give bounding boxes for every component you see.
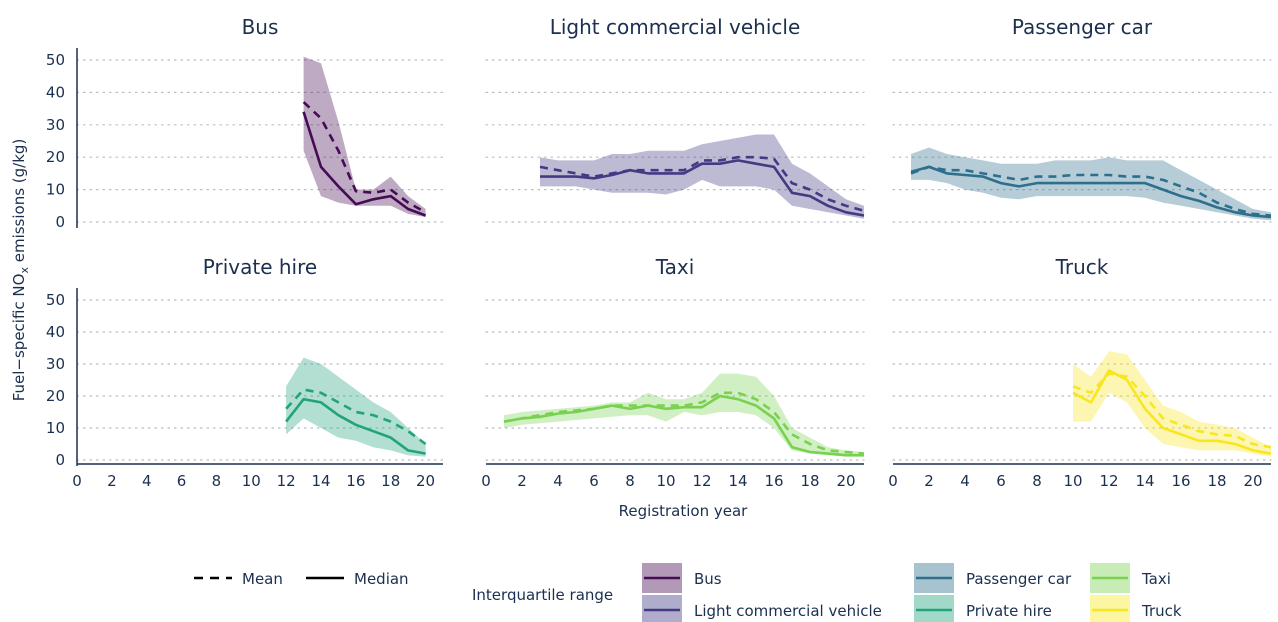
median-line bbox=[540, 159, 865, 217]
iqr-band bbox=[1073, 351, 1271, 457]
legend-item-passenger-car: Passenger car bbox=[914, 563, 1072, 593]
legend-mean-label: Mean bbox=[242, 570, 283, 588]
y-tick-label: 0 bbox=[55, 213, 65, 231]
legend: Mean Median Interquartile range Bus Light… bbox=[194, 563, 1182, 622]
x-tick-label: 14 bbox=[1135, 472, 1154, 490]
x-tick-label: 4 bbox=[960, 472, 970, 490]
legend-item-label: Taxi bbox=[1141, 570, 1171, 588]
panel-bus: Bus 0 10 20 30 40 50 bbox=[46, 15, 444, 231]
x-tick-label: 18 bbox=[1207, 472, 1226, 490]
median-line bbox=[1072, 369, 1272, 455]
median-line bbox=[503, 394, 864, 457]
x-tick-label: 2 bbox=[924, 472, 934, 490]
x-tick-label: 0 bbox=[481, 472, 491, 490]
y-axis-title: Fuel−specific NOx emissions (g/kg) bbox=[10, 139, 31, 402]
x-tick-label: 8 bbox=[212, 472, 222, 490]
legend-item-light-commercial-vehicle: Light commercial vehicle bbox=[642, 595, 882, 622]
iqr-band bbox=[286, 357, 426, 457]
legend-median-label: Median bbox=[354, 570, 409, 588]
median-line bbox=[910, 165, 1272, 219]
mean-line bbox=[1072, 372, 1272, 449]
legend-item-bus: Bus bbox=[642, 563, 722, 593]
panel-private-hire: Private hire 0 10 20 30 40 50 0 2 4 6 8 10 12 14 16 18 20 bbox=[46, 255, 444, 490]
panel-title: Truck bbox=[1055, 255, 1109, 279]
x-tick-label: 18 bbox=[381, 472, 400, 490]
panel-title: Bus bbox=[242, 15, 279, 39]
panel-passenger-car: Passenger car bbox=[892, 15, 1272, 223]
panel-truck: Truck 0 2 4 6 8 10 12 14 16 18 20 bbox=[888, 255, 1272, 490]
y-tick-label: 10 bbox=[46, 419, 65, 437]
legend-swatch bbox=[1090, 595, 1130, 622]
panel-title: Taxi bbox=[655, 255, 695, 279]
x-tick-label: 8 bbox=[625, 472, 635, 490]
panel-title: Light commercial vehicle bbox=[550, 15, 801, 39]
legend-iqr-title: Interquartile range bbox=[472, 586, 613, 604]
x-tick-label: 14 bbox=[311, 472, 330, 490]
x-tick-label: 18 bbox=[800, 472, 819, 490]
x-tick-label: 16 bbox=[346, 472, 365, 490]
y-tick-label: 40 bbox=[46, 83, 65, 101]
x-tick-label: 6 bbox=[177, 472, 187, 490]
x-tick-label: 10 bbox=[1063, 472, 1082, 490]
iqr-band bbox=[540, 134, 864, 219]
y-tick-label: 50 bbox=[46, 51, 65, 69]
x-tick-label: 2 bbox=[107, 472, 117, 490]
legend-items: Bus Light commercial vehicle Passenger car… bbox=[642, 563, 1182, 622]
panel-light-commercial-vehicle: Light commercial vehicle bbox=[485, 15, 865, 223]
legend-item-label: Bus bbox=[694, 570, 722, 588]
y-tick-label: 0 bbox=[55, 451, 65, 469]
x-tick-label: 4 bbox=[142, 472, 152, 490]
x-tick-label: 0 bbox=[888, 472, 898, 490]
x-tick-label: 6 bbox=[996, 472, 1006, 490]
legend-item-private-hire: Private hire bbox=[914, 595, 1052, 622]
panel-title: Passenger car bbox=[1012, 15, 1153, 39]
legend-item-taxi: Taxi bbox=[1090, 563, 1171, 593]
mean-line bbox=[503, 391, 865, 455]
legend-item-label: Private hire bbox=[966, 602, 1052, 620]
median-line bbox=[285, 397, 426, 455]
y-tick-label: 20 bbox=[46, 148, 65, 166]
median-line bbox=[302, 111, 427, 217]
legend-swatch bbox=[914, 595, 954, 622]
y-tick-label: 30 bbox=[46, 116, 65, 134]
y-tick-label: 20 bbox=[46, 387, 65, 405]
mean-line bbox=[910, 165, 1272, 217]
iqr-band bbox=[504, 373, 864, 457]
x-tick-label: 4 bbox=[553, 472, 563, 490]
panel-taxi: Taxi 0 2 4 6 8 10 12 14 16 18 20 bbox=[481, 255, 865, 490]
x-axis-title: Registration year bbox=[619, 502, 749, 520]
x-tick-label: 2 bbox=[517, 472, 527, 490]
legend-item-label: Light commercial vehicle bbox=[694, 602, 882, 620]
x-tick-label: 14 bbox=[728, 472, 747, 490]
iqr-band bbox=[303, 56, 426, 218]
y-tick-label: 50 bbox=[46, 291, 65, 309]
legend-swatch bbox=[642, 595, 682, 622]
x-tick-label: 16 bbox=[764, 472, 783, 490]
mean-line bbox=[539, 155, 865, 212]
x-tick-label: 8 bbox=[1032, 472, 1042, 490]
x-tick-label: 12 bbox=[1099, 472, 1118, 490]
mean-line bbox=[302, 101, 427, 214]
y-tick-label: 30 bbox=[46, 355, 65, 373]
legend-item-label: Passenger car bbox=[966, 570, 1072, 588]
y-tick-label: 10 bbox=[46, 181, 65, 199]
x-tick-label: 20 bbox=[1243, 472, 1262, 490]
mean-line bbox=[285, 388, 427, 446]
x-tick-label: 10 bbox=[656, 472, 675, 490]
x-tick-label: 10 bbox=[242, 472, 261, 490]
panel-title: Private hire bbox=[203, 255, 317, 279]
x-tick-label: 20 bbox=[836, 472, 855, 490]
legend-item-label: Truck bbox=[1141, 602, 1182, 620]
x-tick-label: 12 bbox=[277, 472, 296, 490]
x-tick-label: 6 bbox=[589, 472, 599, 490]
legend-item-truck: Truck bbox=[1090, 595, 1182, 622]
x-tick-label: 12 bbox=[692, 472, 711, 490]
x-tick-label: 20 bbox=[416, 472, 435, 490]
x-tick-label: 16 bbox=[1171, 472, 1190, 490]
y-tick-label: 40 bbox=[46, 323, 65, 341]
x-tick-label: 0 bbox=[72, 472, 82, 490]
